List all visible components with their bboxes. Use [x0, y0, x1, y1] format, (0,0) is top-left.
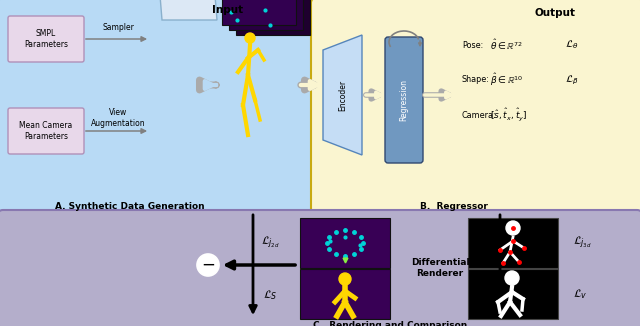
Bar [222, 0, 296, 25]
Text: $\mathcal{L}_{\beta}$: $\mathcal{L}_{\beta}$ [565, 73, 579, 87]
Bar [236, 0, 310, 35]
Bar [300, 269, 390, 319]
Text: Shape:: Shape: [462, 76, 490, 84]
Text: $\mathcal{L}_{j_{3d}}$: $\mathcal{L}_{j_{3d}}$ [573, 235, 592, 251]
Bar [468, 218, 558, 268]
Text: C.  Rendering and Comparison: C. Rendering and Comparison [313, 321, 467, 326]
Circle shape [339, 273, 351, 285]
Circle shape [245, 33, 255, 43]
Text: Pose:: Pose: [462, 40, 483, 50]
Polygon shape [323, 35, 362, 155]
Text: Regression: Regression [399, 79, 408, 121]
Circle shape [197, 254, 219, 276]
Text: B.  Regressor: B. Regressor [420, 202, 488, 211]
Text: −: − [201, 256, 215, 274]
Text: $\mathcal{L}_{j_{2d}}$: $\mathcal{L}_{j_{2d}}$ [260, 235, 280, 251]
Bar [468, 269, 558, 319]
Text: A. Synthetic Data Generation: A. Synthetic Data Generation [55, 202, 205, 211]
Text: Sampler: Sampler [102, 23, 134, 33]
Text: $\hat{\theta} \in \mathbb{R}^{72}$: $\hat{\theta} \in \mathbb{R}^{72}$ [490, 38, 523, 52]
Text: View
Augmentation: View Augmentation [91, 108, 145, 128]
Text: $\mathcal{L}_{\theta}$: $\mathcal{L}_{\theta}$ [565, 38, 579, 52]
Bar [229, 0, 303, 30]
FancyBboxPatch shape [385, 37, 423, 163]
Text: Encoder: Encoder [338, 80, 347, 111]
Polygon shape [150, 0, 217, 20]
Text: Camera:: Camera: [462, 111, 497, 120]
Text: $\mathcal{L}_{v}$: $\mathcal{L}_{v}$ [573, 287, 588, 301]
FancyBboxPatch shape [8, 108, 84, 154]
FancyBboxPatch shape [0, 0, 318, 215]
Circle shape [505, 271, 519, 285]
Text: $\mathcal{L}_{S}$: $\mathcal{L}_{S}$ [263, 288, 277, 302]
Text: Output: Output [534, 8, 575, 18]
Text: SMPL
Parameters: SMPL Parameters [24, 29, 68, 49]
Circle shape [506, 221, 520, 235]
Text: Mean Camera
Parameters: Mean Camera Parameters [19, 121, 72, 141]
Text: $\hat{\beta} \in \mathbb{R}^{10}$: $\hat{\beta} \in \mathbb{R}^{10}$ [490, 72, 524, 88]
Text: Input: Input [212, 5, 244, 15]
FancyBboxPatch shape [311, 0, 640, 215]
FancyBboxPatch shape [8, 16, 84, 62]
Bar [300, 218, 390, 268]
Text: Differential
Renderer: Differential Renderer [411, 258, 469, 278]
FancyBboxPatch shape [0, 210, 640, 326]
Text: $[\hat{s}, \hat{t}_x, \hat{t}_y]$: $[\hat{s}, \hat{t}_x, \hat{t}_y]$ [490, 107, 527, 123]
